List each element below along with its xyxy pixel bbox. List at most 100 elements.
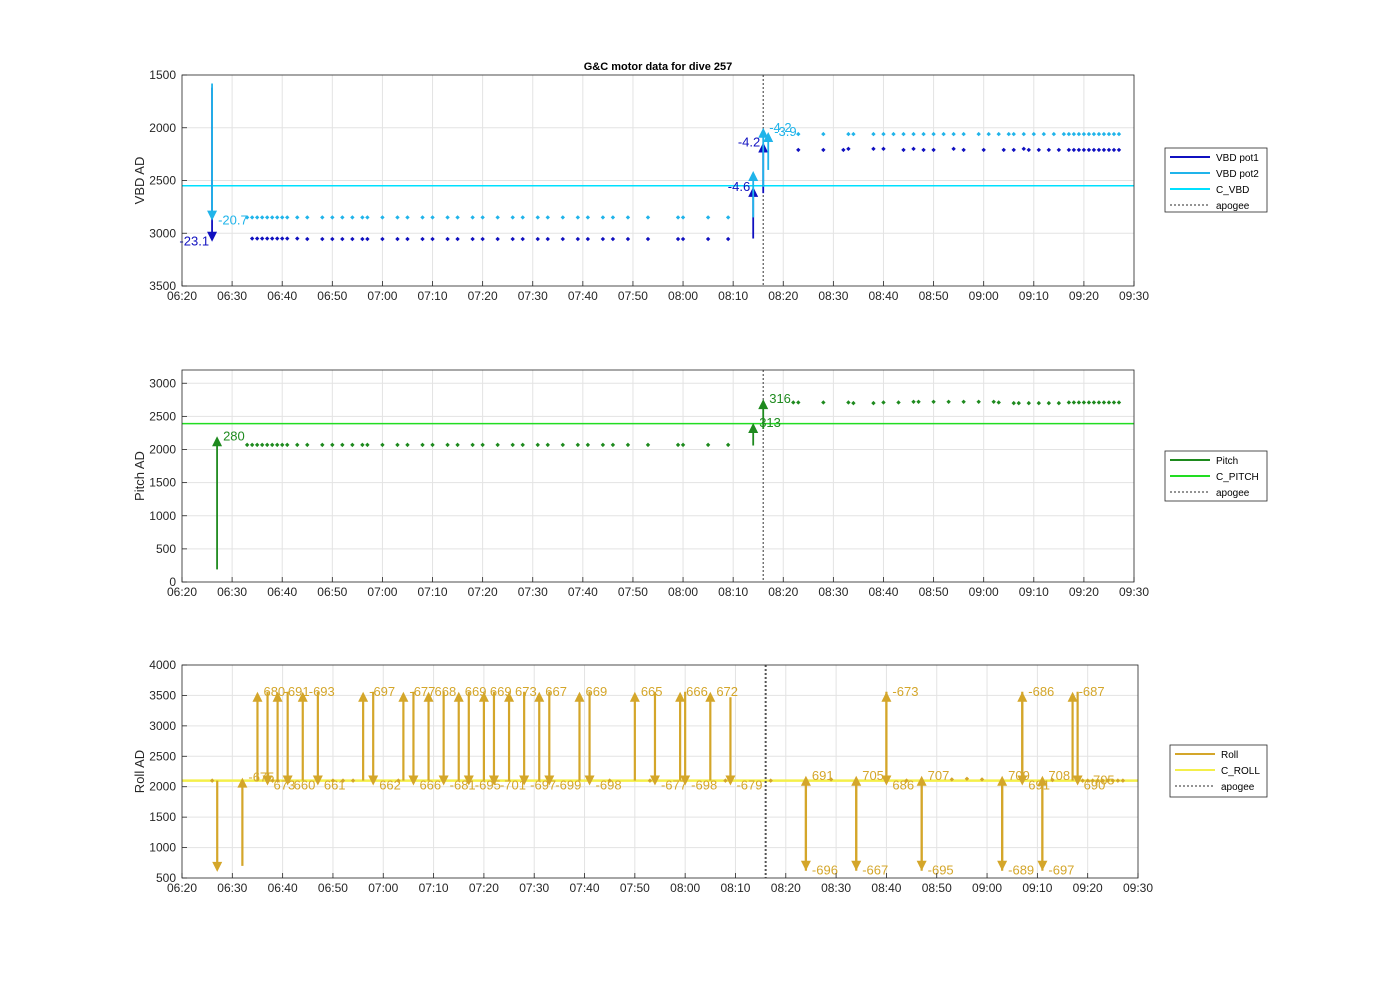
data-point (259, 215, 265, 220)
data-point (921, 131, 926, 137)
arrow-label: -677 (661, 777, 687, 792)
arrow-head (207, 210, 218, 221)
arrow-label: 668 (435, 684, 457, 699)
x-tick-label: 08:50 (922, 881, 952, 895)
data-point (896, 400, 901, 405)
data-point (946, 399, 951, 404)
x-tick-label: 06:40 (267, 289, 297, 303)
data-point (585, 215, 591, 220)
legend-label: C_PITCH (1216, 472, 1259, 483)
data-point (330, 215, 335, 220)
data-point (430, 442, 435, 448)
arrow-label: -701 (500, 777, 526, 792)
arrow-label: 691 (812, 768, 834, 783)
x-tick-label: 09:00 (972, 881, 1002, 895)
data-point (254, 442, 260, 448)
data-point (455, 236, 460, 242)
arrow-head (358, 691, 369, 702)
x-tick-label: 07:10 (418, 289, 448, 303)
data-point (705, 215, 711, 220)
data-point (610, 215, 616, 220)
arrow-head (272, 691, 283, 702)
data-point (625, 236, 631, 242)
data-point (560, 215, 565, 220)
data-point (821, 147, 826, 153)
y-tick-label: 3000 (149, 376, 176, 390)
data-point (916, 399, 921, 404)
data-point (350, 215, 355, 220)
arrow-head (725, 775, 736, 786)
data-point (420, 442, 425, 448)
data-point (520, 442, 525, 448)
x-tick-label: 08:50 (919, 289, 949, 303)
data-point (1046, 400, 1052, 406)
data-point (340, 778, 346, 783)
arrow-label: 316 (769, 391, 791, 406)
data-point (1116, 147, 1122, 153)
arrow-label: -679 (736, 777, 762, 792)
data-point (1066, 147, 1072, 153)
legend-label: C_VBD (1216, 185, 1249, 196)
data-point (1096, 131, 1102, 137)
data-point (1041, 131, 1047, 137)
arrow-label: 665 (641, 684, 663, 699)
data-point (244, 442, 250, 448)
arrow-label: 666 (686, 684, 708, 699)
x-tick-label: 07:20 (469, 881, 499, 895)
data-point (575, 215, 581, 220)
data-point (1001, 147, 1006, 153)
data-point (360, 236, 365, 242)
x-tick-label: 08:10 (720, 881, 750, 895)
arrow-label: -20.7 (218, 213, 248, 228)
data-point (911, 131, 916, 137)
data-point (976, 399, 981, 404)
data-point (259, 442, 265, 448)
y-axis-label: VBD AD (132, 157, 147, 205)
data-point (510, 442, 515, 448)
data-point (445, 442, 450, 448)
x-tick-label: 07:30 (519, 881, 549, 895)
arrow-head (574, 691, 585, 702)
x-tick-label: 08:20 (768, 289, 798, 303)
data-point (275, 215, 280, 220)
x-tick-label: 09:00 (969, 289, 999, 303)
arrow-label: 660 (294, 777, 316, 792)
x-tick-label: 08:30 (818, 585, 848, 599)
data-point (280, 215, 285, 220)
arrow-label: 707 (928, 768, 950, 783)
data-point (360, 442, 365, 448)
data-point (340, 236, 345, 242)
data-point (796, 131, 801, 137)
x-tick-label: 08:30 (821, 881, 851, 895)
data-point (520, 236, 525, 242)
arrow-label: 680 (263, 684, 285, 699)
data-point (560, 442, 565, 448)
axes-box (181, 664, 1139, 879)
data-point (931, 147, 936, 153)
data-point (1111, 131, 1117, 137)
data-point (380, 236, 385, 242)
data-point (911, 399, 916, 404)
data-point (510, 236, 515, 242)
data-point (1050, 777, 1055, 783)
data-point (405, 236, 410, 242)
arrow-head (252, 691, 263, 702)
x-tick-label: 06:50 (318, 881, 348, 895)
arrow-label: -705 (1089, 773, 1115, 788)
data-point (645, 442, 651, 448)
data-point (961, 147, 966, 153)
data-point (1100, 778, 1105, 783)
data-point (821, 400, 826, 405)
arrow-label: 280 (223, 428, 245, 443)
arrow-label: 669 (465, 684, 487, 699)
y-tick-label: 1500 (149, 68, 176, 82)
data-point (1096, 147, 1102, 153)
y-tick-label: 2500 (149, 749, 176, 763)
data-point (828, 777, 834, 782)
data-point (249, 236, 255, 241)
data-point (420, 236, 425, 242)
data-point (330, 442, 335, 448)
data-point (264, 215, 270, 220)
data-point (1056, 400, 1062, 406)
arrow-head (629, 691, 640, 702)
